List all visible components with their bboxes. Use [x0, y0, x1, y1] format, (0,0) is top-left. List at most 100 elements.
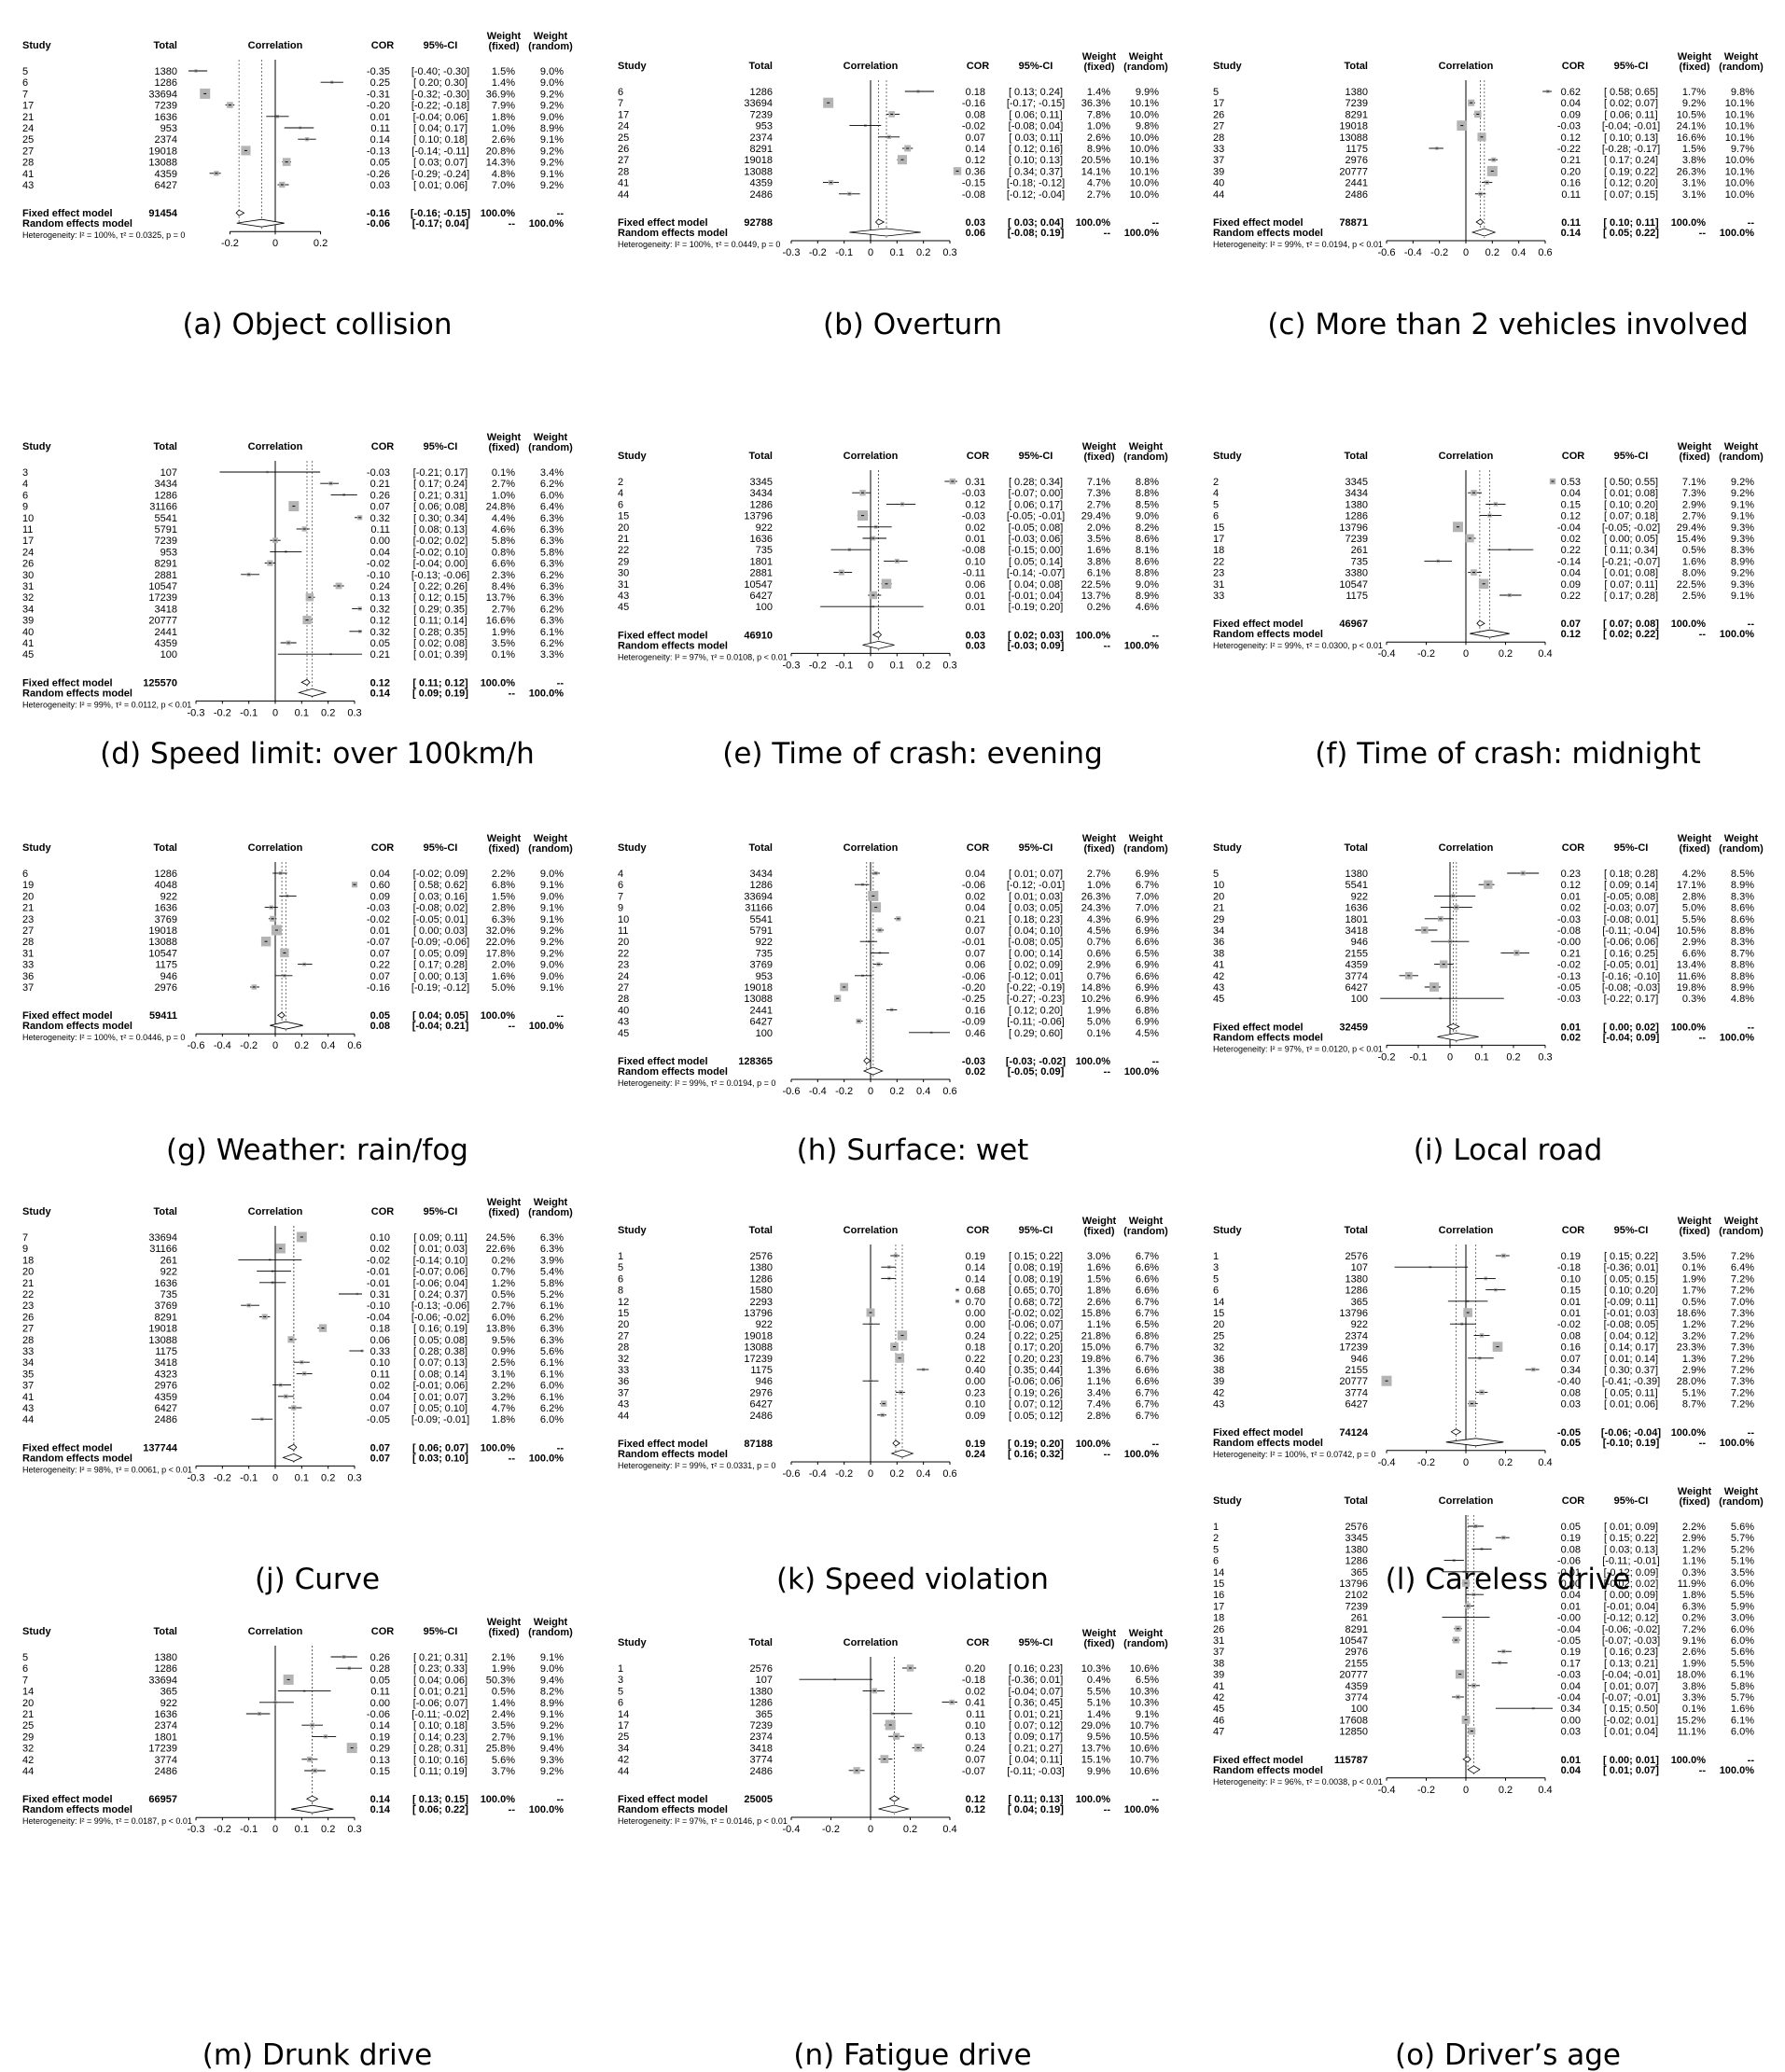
weight-random: 9.4% [540, 1744, 564, 1755]
weight-random: 8.6% [1731, 914, 1754, 925]
study-ci: [ 0.14; 0.23] [413, 1731, 467, 1743]
study-cor: 0.11 [370, 1369, 390, 1380]
header-total: Total [154, 842, 177, 854]
study-total: 13088 [148, 1335, 177, 1346]
weight-random: 10.1% [1725, 166, 1754, 177]
study-id: 37 [22, 1381, 34, 1392]
weight-random: 10.0% [1725, 178, 1754, 189]
weight-fixed: 23.3% [1677, 1342, 1706, 1354]
header-weight-fixed: Weight [1082, 833, 1117, 844]
x-tick-label: 0 [868, 1086, 873, 1097]
header-random: (random) [1123, 843, 1168, 855]
study-id: 25 [22, 134, 34, 146]
weight-random: 6.6% [1136, 971, 1159, 982]
random-effect-diamond [1437, 1032, 1479, 1041]
study-ci: [ 0.17; 0.28] [413, 960, 467, 971]
study-ci: [ 0.07; 0.18] [1604, 511, 1658, 522]
study-ci: [ 0.05; 0.15] [1604, 1273, 1658, 1285]
study-ci: [ 0.01; 0.06] [1604, 1399, 1658, 1411]
study-total: 13796 [744, 1308, 773, 1319]
header-correlation: Correlation [1439, 1225, 1494, 1236]
weight-random: 9.2% [1731, 488, 1754, 499]
study-cor: -0.06 [367, 1709, 390, 1720]
study-cor: 0.09 [966, 1411, 985, 1422]
study-cor: -0.03 [1557, 1670, 1581, 1681]
weight-fixed: 13.8% [486, 1324, 515, 1335]
study-id: 43 [618, 1017, 629, 1028]
study-ci: [ 0.15; 0.22] [1604, 1533, 1658, 1544]
study-cor: 0.26 [370, 1652, 390, 1663]
study-ci: [ 0.00; 0.14] [1009, 948, 1063, 959]
study-total: 12850 [1339, 1727, 1368, 1738]
study-id: 22 [618, 545, 629, 556]
study-id: 7 [22, 1232, 28, 1244]
header-cor: COR [1562, 61, 1585, 72]
study-ci: [ 0.00; 0.13] [413, 971, 467, 982]
weight-fixed: 3.8% [1682, 1681, 1706, 1692]
weight-random: 5.7% [1731, 1692, 1754, 1703]
study-ci: [ 0.13; 0.21] [1604, 1658, 1658, 1669]
weight-random: 7.2% [1731, 1387, 1754, 1398]
study-total: 2976 [155, 982, 177, 994]
header-weight-random: Weight [534, 432, 568, 443]
fixed-weight-fixed: 100.0% [481, 1794, 516, 1805]
study-total: 100 [756, 602, 773, 613]
header-study: Study [1213, 451, 1242, 462]
forest-plot-svg: Study Total Correlation COR 95%-CIWeight(fix… [618, 833, 1168, 1097]
study-total: 365 [160, 1687, 177, 1698]
study-cor: 0.31 [966, 477, 985, 488]
study-ci: [ 0.29; 0.35] [413, 604, 467, 615]
study-cor: 0.19 [370, 1731, 390, 1743]
header-study: Study [1213, 61, 1242, 72]
fixed-effect-diamond [1446, 1022, 1460, 1030]
study-id: 22 [1213, 556, 1224, 567]
weight-random: 10.3% [1130, 1686, 1159, 1697]
random-ci: [-0.17; 0.04] [412, 218, 469, 229]
weight-random: 10.0% [1130, 178, 1159, 189]
weight-random: 3.5% [1731, 1567, 1754, 1578]
random-weight-fixed: -- [1699, 629, 1707, 640]
weight-fixed: 19.8% [1081, 1354, 1110, 1365]
weight-random: 10.6% [1130, 1663, 1159, 1675]
weight-random: 6.4% [540, 502, 564, 513]
weight-fixed: 2.5% [1682, 591, 1706, 602]
study-id: 5 [22, 1652, 28, 1663]
study-cor: 0.34 [1561, 1365, 1581, 1376]
study-total: 922 [1351, 1319, 1368, 1330]
study-id: 17 [1213, 534, 1224, 545]
study-cor: 0.33 [370, 1346, 390, 1357]
study-cor: 0.26 [370, 490, 390, 501]
weight-fixed: 0.2% [1682, 1613, 1706, 1624]
study-cor: 0.01 [370, 925, 390, 937]
header-weight-fixed: Weight [1678, 51, 1712, 63]
weight-fixed: 11.6% [1678, 971, 1707, 982]
random-cor: 0.24 [966, 1449, 986, 1460]
random-ci: [-0.08; 0.19] [1008, 228, 1065, 239]
random-cor: 0.04 [1561, 1765, 1582, 1776]
study-ci: [ 0.01; 0.09] [1604, 1522, 1658, 1533]
study-total: 4359 [155, 1392, 177, 1403]
x-tick-label: 0.4 [1538, 1785, 1552, 1796]
study-ci: [ 0.01; 0.08] [1604, 568, 1658, 579]
study-cor: 0.32 [370, 627, 390, 638]
weight-fixed: 21.8% [1081, 1330, 1110, 1342]
study-ci: [ 0.05; 0.14] [1009, 556, 1063, 567]
random-model-label: Random effects model [1213, 629, 1323, 640]
study-total: 8291 [155, 1312, 177, 1323]
study-id: 15 [618, 511, 629, 522]
study-total: 735 [160, 1289, 177, 1300]
weight-fixed: 14.1% [1081, 166, 1110, 177]
study-id: 38 [1213, 1658, 1224, 1669]
x-tick-label: 0.2 [916, 247, 930, 258]
study-total: 13088 [148, 937, 177, 948]
header-cor: COR [967, 451, 990, 462]
study-total: 1175 [1346, 144, 1368, 155]
forest-plot-svg: Study Total Correlation COR 95%-CIWeight(fix… [1213, 441, 1764, 660]
study-id: 27 [22, 925, 34, 937]
weight-fixed: 22.5% [1677, 579, 1706, 591]
header-weight-fixed: Weight [1678, 833, 1712, 844]
study-total: 953 [756, 971, 773, 982]
study-total: 953 [160, 123, 177, 134]
weight-fixed: 2.7% [1087, 869, 1110, 880]
study-cor: -0.06 [962, 880, 985, 891]
